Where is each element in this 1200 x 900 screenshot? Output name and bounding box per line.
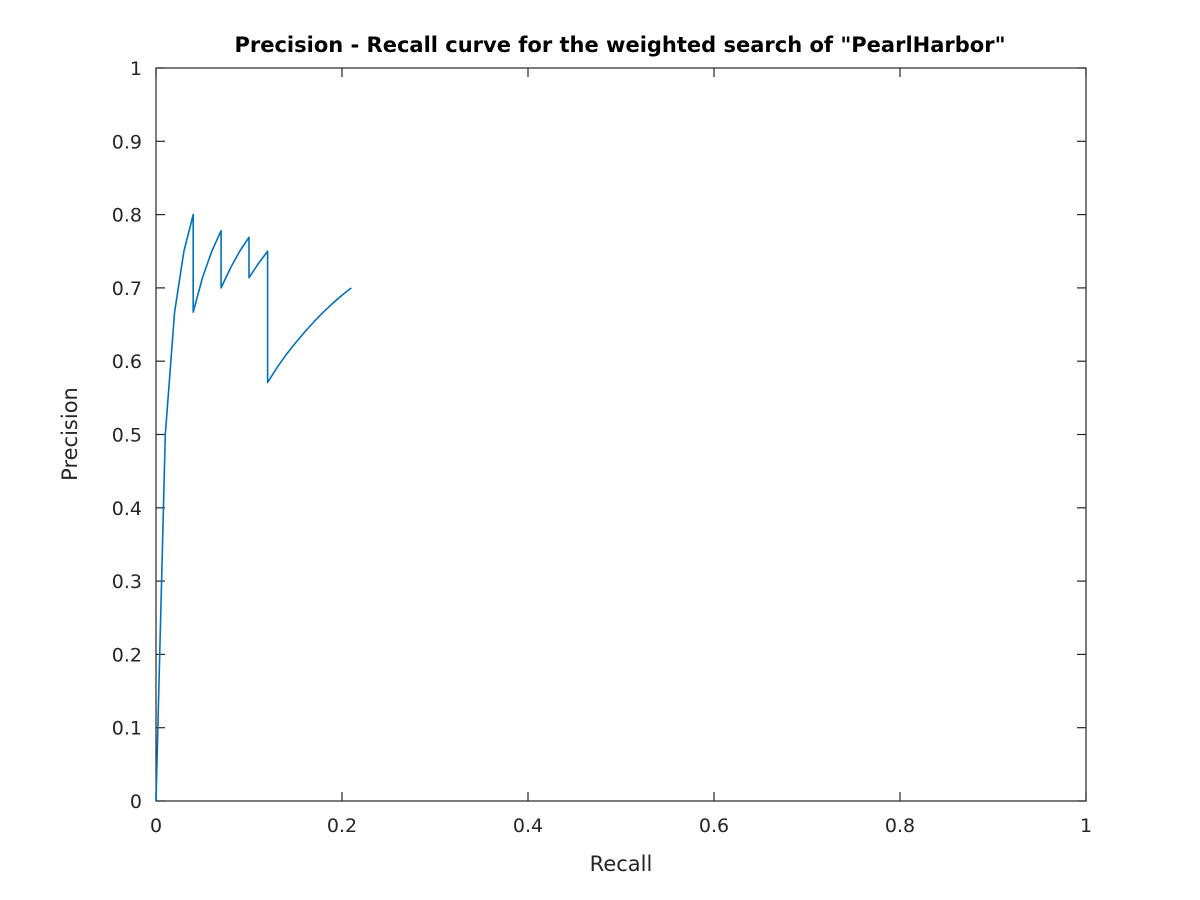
y-tick-label: 1 xyxy=(130,58,142,80)
chart-title: Precision - Recall curve for the weighte… xyxy=(234,33,1005,57)
x-tick-label: 0.6 xyxy=(699,815,729,837)
y-tick-label: 0.9 xyxy=(112,131,142,153)
x-tick-label: 0.4 xyxy=(513,815,543,837)
y-tick-label: 0.7 xyxy=(112,278,142,300)
y-axis: 0 0.1 0.2 0.3 0.4 0.5 0.6 0.7 0.8 0.9 1 xyxy=(112,58,1086,813)
plot-area-frame xyxy=(155,67,1087,802)
y-tick-label: 0.8 xyxy=(112,205,142,227)
x-axis-label: Recall xyxy=(590,852,653,876)
y-tick-label: 0.6 xyxy=(112,351,142,373)
y-tick-label: 0.1 xyxy=(112,718,142,740)
x-tick-label: 0.2 xyxy=(327,815,357,837)
y-tick-label: 0.2 xyxy=(112,644,142,666)
precision-recall-line xyxy=(155,213,352,802)
x-axis: 0 0.2 0.4 0.6 0.8 1 xyxy=(150,68,1092,837)
series-layer xyxy=(155,213,352,802)
y-axis-label: Precision xyxy=(58,387,82,481)
y-tick-label: 0.4 xyxy=(112,498,142,520)
x-tick-label: 0 xyxy=(150,815,162,837)
y-tick-label: 0.5 xyxy=(112,425,142,447)
y-tick-label: 0.3 xyxy=(112,571,142,593)
y-tick-label: 0 xyxy=(130,791,142,813)
x-tick-label: 0.8 xyxy=(885,815,915,837)
x-tick-label: 1 xyxy=(1080,815,1092,837)
